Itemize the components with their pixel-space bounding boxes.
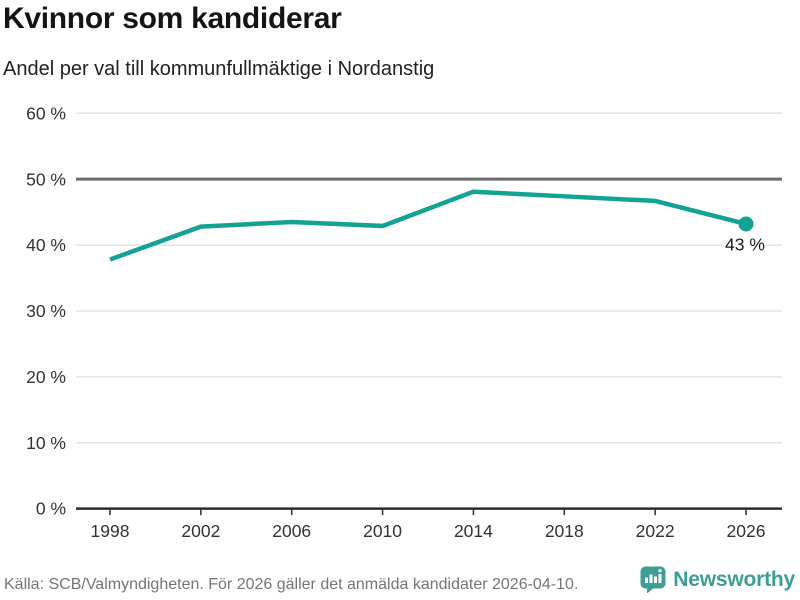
y-axis-tick-label: 40 % xyxy=(26,235,66,255)
y-axis-tick-label: 10 % xyxy=(26,433,66,453)
x-axis-tick-label: 1998 xyxy=(91,521,130,541)
source-note: Källa: SCB/Valmyndigheten. För 2026 gäll… xyxy=(4,576,579,593)
newsworthy-logo[interactable]: Newsworthy xyxy=(640,566,795,593)
chart-subtitle: Andel per val till kommunfullmäktige i N… xyxy=(3,58,435,80)
chart-footer: Källa: SCB/Valmyndigheten. För 2026 gäll… xyxy=(0,558,800,600)
x-axis-tick-label: 2026 xyxy=(727,521,766,541)
chart-title: Kvinnor som kandiderar xyxy=(3,2,342,35)
end-point-marker xyxy=(738,216,754,232)
last-point-value-label: 43 % xyxy=(725,234,765,254)
x-axis-tick-label: 2022 xyxy=(636,521,675,541)
newsworthy-logo-icon xyxy=(640,566,666,593)
y-axis-tick-label: 0 % xyxy=(36,499,66,519)
x-axis-tick-label: 2018 xyxy=(545,521,584,541)
data-line xyxy=(109,189,747,262)
x-axis-tick-label: 2014 xyxy=(454,521,493,541)
y-axis-tick-label: 50 % xyxy=(26,169,66,189)
x-axis-tick-label: 2006 xyxy=(272,521,311,541)
y-axis-tick-label: 30 % xyxy=(26,301,66,321)
x-axis-tick-label: 2002 xyxy=(181,521,220,541)
x-axis-tick-label: 2010 xyxy=(363,521,402,541)
y-axis-tick-label: 20 % xyxy=(26,367,66,387)
y-axis-tick-label: 60 % xyxy=(26,103,66,123)
newsworthy-logo-text: Newsworthy xyxy=(673,567,795,591)
